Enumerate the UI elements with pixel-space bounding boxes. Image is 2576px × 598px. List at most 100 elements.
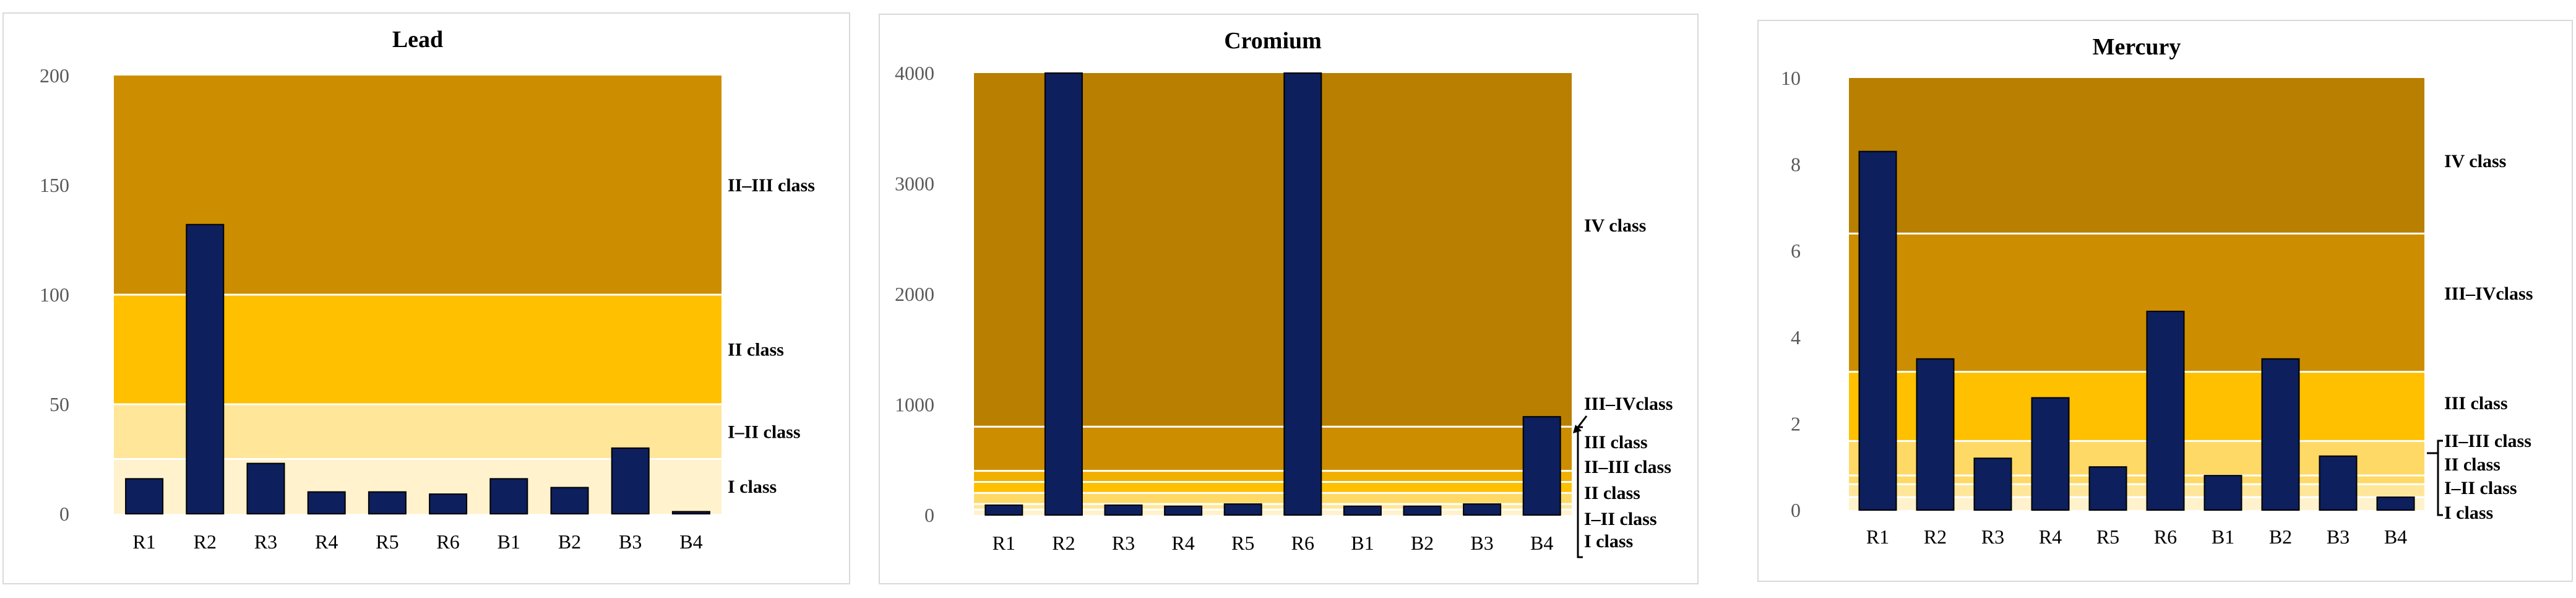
class-label-bracket xyxy=(1577,426,1583,558)
bar-r5 xyxy=(368,491,407,514)
x-tick-label: B1 xyxy=(2212,526,2234,548)
x-tick-label: R6 xyxy=(1291,532,1314,554)
bar-r1 xyxy=(984,504,1023,516)
chart-title: Cromium xyxy=(1224,28,1322,54)
class-band-7 xyxy=(1849,78,2424,234)
class-label-arrowhead xyxy=(1573,425,1582,433)
bar-b3 xyxy=(2319,455,2358,511)
bar-b2 xyxy=(550,487,589,515)
chart-title: Lead xyxy=(392,27,443,53)
bar-r1 xyxy=(1858,150,1897,511)
y-tick-label: 2 xyxy=(1791,412,1801,435)
y-tick-label: 200 xyxy=(40,64,69,87)
x-tick-label: R3 xyxy=(1112,532,1135,554)
bar-b4 xyxy=(1522,416,1561,516)
class-band-label: I–II class xyxy=(728,422,801,442)
bar-r3 xyxy=(1973,457,2012,511)
bar-r6 xyxy=(429,493,468,515)
y-tick-label: 0 xyxy=(924,504,934,526)
bar-r2 xyxy=(1916,358,1955,511)
y-tick-label: 3000 xyxy=(895,173,934,195)
y-tick-label: 50 xyxy=(50,393,69,415)
bar-b3 xyxy=(1463,503,1502,516)
y-tick-label: 4 xyxy=(1791,326,1801,349)
bar-r6 xyxy=(2146,310,2185,511)
x-tick-label: B2 xyxy=(558,531,581,553)
x-tick-label: B4 xyxy=(2384,526,2407,548)
class-band-label: I–II class xyxy=(2444,478,2517,498)
bar-r4 xyxy=(307,491,346,514)
class-band-3 xyxy=(974,493,1572,505)
bar-r2 xyxy=(1044,72,1083,516)
y-tick-label: 0 xyxy=(1791,499,1801,521)
x-tick-label: R2 xyxy=(1052,532,1075,554)
class-band-6 xyxy=(1849,233,2424,372)
x-tick-label: B1 xyxy=(1351,532,1374,554)
bar-b1 xyxy=(489,478,528,514)
class-band-label: II–III class xyxy=(2444,431,2531,451)
bar-b2 xyxy=(1403,505,1442,516)
class-band-label: I class xyxy=(1584,531,1633,552)
bar-r2 xyxy=(186,223,225,514)
class-band-label: II class xyxy=(2444,454,2501,475)
x-tick-label: R1 xyxy=(132,531,155,553)
class-band-label: III–IVclass xyxy=(2444,284,2533,304)
bar-r6 xyxy=(1283,72,1322,516)
x-tick-label: B4 xyxy=(679,531,702,553)
class-band-label: IV class xyxy=(1584,215,1646,236)
class-band-label: II class xyxy=(1584,483,1640,503)
class-band-label: III–IVclass xyxy=(1584,394,1673,414)
x-tick-label: R4 xyxy=(1171,532,1194,554)
x-tick-label: R1 xyxy=(993,532,1015,554)
class-band-label: II–III class xyxy=(1584,457,1671,477)
x-tick-label: R3 xyxy=(254,531,277,553)
chart-title: Mercury xyxy=(2093,34,2181,60)
x-tick-label: B2 xyxy=(1411,532,1434,554)
bar-r5 xyxy=(2088,466,2127,511)
x-tick-label: R6 xyxy=(2154,526,2177,548)
x-tick-label: R1 xyxy=(1866,526,1889,548)
y-tick-label: 10 xyxy=(1781,67,1801,89)
bar-b2 xyxy=(2261,358,2300,511)
x-tick-label: R4 xyxy=(2039,526,2062,548)
class-band-label: I class xyxy=(728,477,777,497)
bar-b1 xyxy=(2203,475,2242,511)
chart-mercury: Mercury I class I–II class II class II–III c… xyxy=(1781,34,2533,548)
x-tick-label: B1 xyxy=(498,531,520,553)
class-band-label: II class xyxy=(728,340,784,360)
class-band-4 xyxy=(974,482,1572,493)
bar-r5 xyxy=(1223,503,1262,516)
x-tick-label: B3 xyxy=(2327,526,2350,548)
class-band-label: IV class xyxy=(2444,151,2506,171)
x-tick-label: R5 xyxy=(2096,526,2119,548)
x-tick-label: B2 xyxy=(2269,526,2292,548)
class-band-label: I class xyxy=(2444,503,2493,523)
x-tick-label: B4 xyxy=(1530,532,1553,554)
bar-b4 xyxy=(2376,496,2415,511)
class-band-label: I–II class xyxy=(1584,509,1657,529)
y-tick-label: 8 xyxy=(1791,154,1801,176)
y-tick-label: 150 xyxy=(40,174,69,196)
y-tick-label: 4000 xyxy=(895,62,934,84)
bar-r1 xyxy=(125,478,164,514)
x-tick-label: R2 xyxy=(1924,526,1947,548)
x-tick-label: R2 xyxy=(194,531,217,553)
bar-b1 xyxy=(1343,505,1382,516)
x-tick-label: R5 xyxy=(1231,532,1254,554)
class-band-label: III class xyxy=(1584,432,1648,453)
bar-r3 xyxy=(1104,504,1143,516)
bar-r3 xyxy=(246,462,285,515)
class-band-label: II–III class xyxy=(728,175,815,196)
x-tick-label: R5 xyxy=(376,531,398,553)
x-tick-label: B3 xyxy=(1470,532,1493,554)
class-band-label: III class xyxy=(2444,393,2508,414)
x-tick-label: B3 xyxy=(619,531,642,553)
x-tick-label: R6 xyxy=(436,531,459,553)
class-band-1 xyxy=(974,509,1572,515)
bar-r4 xyxy=(1164,505,1203,516)
y-tick-label: 1000 xyxy=(895,394,934,416)
y-tick-label: 0 xyxy=(59,503,69,525)
bar-r4 xyxy=(2031,397,2070,511)
y-tick-label: 6 xyxy=(1791,240,1801,262)
